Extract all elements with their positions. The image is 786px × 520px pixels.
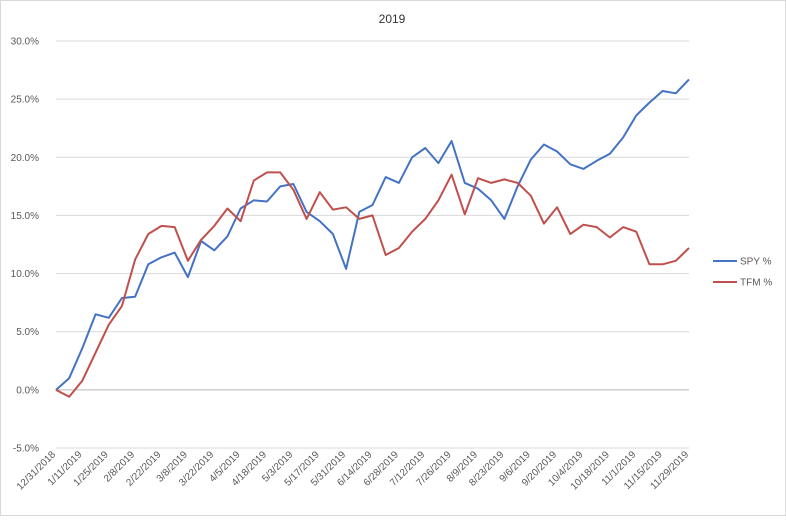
x-axis: 12/31/20181/11/20191/25/20192/8/20192/22… bbox=[15, 389, 691, 493]
y-tick-label: 5.0% bbox=[16, 327, 39, 338]
gridlines bbox=[56, 40, 689, 449]
y-tick-label: 15.0% bbox=[11, 211, 39, 222]
series-layer bbox=[55, 78, 690, 398]
chart-title: 2019 bbox=[379, 12, 406, 26]
legend-label: TFM % bbox=[740, 278, 772, 289]
y-axis: -5.0% 0.0% 5.0% 10.0% 15.0% 20.0% 25.0% 30.0% bbox=[11, 37, 39, 455]
y-tick-label: 30.0% bbox=[11, 37, 39, 48]
y-tick-label: 10.0% bbox=[11, 269, 39, 280]
legend: SPY % TFM % bbox=[713, 257, 772, 289]
legend-label: SPY % bbox=[740, 257, 772, 268]
y-tick-label: 25.0% bbox=[11, 95, 39, 106]
y-tick-label: 0.0% bbox=[16, 385, 39, 396]
series-line-spy bbox=[55, 78, 690, 391]
y-tick-label: -5.0% bbox=[13, 444, 39, 455]
series-line-tfm bbox=[55, 171, 690, 398]
y-tick-label: 20.0% bbox=[11, 153, 39, 164]
